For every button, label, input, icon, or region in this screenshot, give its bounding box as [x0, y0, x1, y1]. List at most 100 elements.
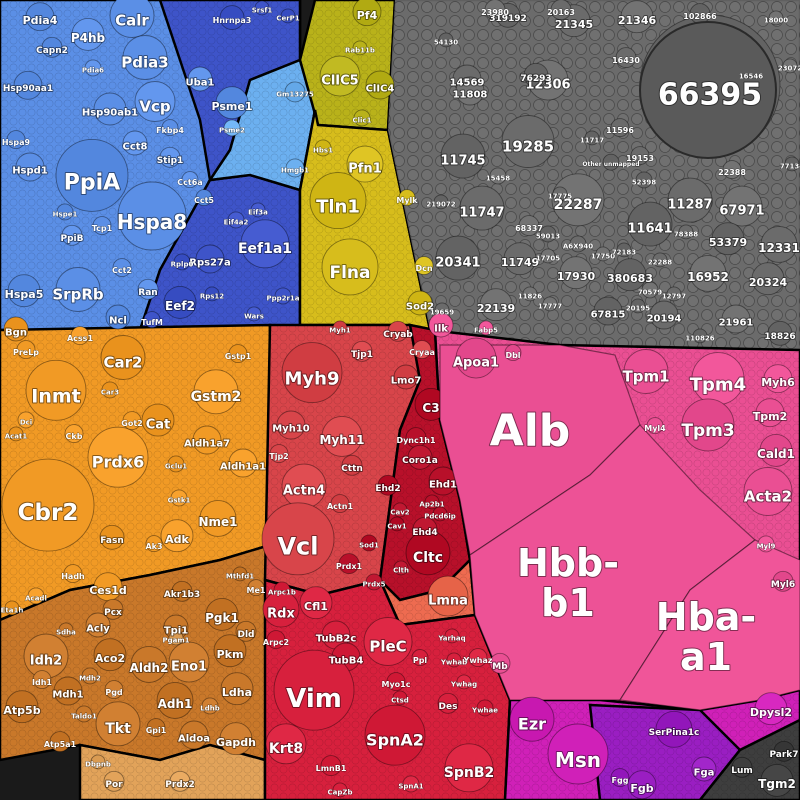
cell-acadl [27, 587, 45, 605]
label-tjp2: Tjp2 [269, 452, 289, 461]
label-hspa5: Hspa5 [5, 288, 44, 301]
cell-spnb2 [444, 743, 494, 793]
cell-gpi1 [146, 718, 166, 738]
cell-serpina1c [655, 710, 693, 748]
label-msn: Msn [555, 748, 601, 772]
cell-park7 [773, 740, 795, 762]
cell-22139 [479, 288, 513, 322]
cell-rps12 [204, 286, 220, 302]
cell-ctsd [392, 690, 408, 706]
cell-pcx [102, 598, 124, 620]
label-11745: 11745 [440, 154, 485, 169]
cell-prdx5 [365, 573, 383, 591]
cell-11826 [522, 286, 538, 302]
cell-hadh [63, 564, 83, 584]
label-srsf1: Srsf1 [252, 6, 273, 14]
label-psme2: Psme2 [219, 126, 245, 134]
cell-me1 [247, 579, 265, 597]
cell-car2 [100, 335, 146, 380]
cell-12331 [760, 225, 798, 263]
label-tjp1: Tjp1 [351, 350, 373, 360]
cell-rps27a [195, 244, 225, 274]
label-hnrnpa3: Hnrnpa3 [213, 16, 252, 25]
label-hba-a1: Hba-a1 [656, 595, 756, 679]
cell-20195 [630, 298, 646, 314]
label-17750: 17750 [591, 252, 615, 260]
cell-mb [489, 652, 511, 674]
cell-prdx2 [169, 770, 191, 792]
label-cryab: Cryab [383, 330, 413, 340]
label-15458: 15458 [486, 174, 510, 182]
label-19285: 19285 [502, 137, 554, 155]
label-myh11: Myh11 [319, 433, 364, 447]
cell-myl6 [772, 570, 794, 592]
cell-actn1 [330, 494, 350, 514]
label-59013: 59013 [536, 232, 560, 240]
label-stip1: Stip1 [157, 156, 184, 166]
cell-dbpnb [90, 754, 106, 770]
label-wars: Wars [244, 312, 264, 320]
cell-22388 [722, 160, 742, 180]
label-rplp0: Rplp0 [171, 260, 194, 268]
cell-msn [547, 723, 609, 785]
label-tcp1: Tcp1 [92, 224, 113, 233]
cell-gstm2 [193, 369, 239, 415]
cell-spna2 [364, 704, 426, 766]
cell-por [103, 770, 125, 792]
cell-adh1 [156, 681, 194, 719]
cell-cat [141, 403, 175, 437]
label-lmnb1: LmnB1 [316, 764, 347, 773]
label-pdia6: Pdia6 [82, 66, 104, 74]
cell-arpc2 [266, 630, 286, 650]
cell-11747 [459, 185, 505, 231]
cell-20194 [649, 300, 679, 330]
cell-myl4 [646, 417, 664, 435]
label-11641: 11641 [627, 222, 672, 237]
label-idh2: Idh2 [30, 654, 62, 669]
label-dbl: Dbl [505, 351, 520, 360]
cell-flna [321, 238, 379, 296]
cell-acss1 [70, 326, 90, 346]
cell-cct2 [112, 258, 132, 278]
label-arpc1b: Arpc1b [268, 588, 296, 596]
label-cerp1: CerP1 [276, 14, 299, 22]
cell-70579 [641, 281, 659, 299]
label-12797: 12797 [662, 292, 686, 300]
cell-pgk1 [205, 597, 239, 631]
cell-cald1 [759, 433, 793, 467]
cell-acly [85, 612, 111, 638]
label-serpina1c: SerPina1c [649, 728, 700, 738]
cell-ran [137, 278, 159, 300]
label-67815: 67815 [591, 310, 626, 321]
cell-tpm2 [755, 398, 785, 428]
label-myh1: Myh1 [329, 326, 351, 334]
label-prdx1: Prdx1 [336, 562, 363, 571]
label-pf4: Pf4 [357, 9, 378, 22]
cell-11287 [667, 177, 713, 223]
label-car3: Car3 [101, 388, 119, 396]
cell-prdx6 [87, 426, 149, 488]
cell-59013 [539, 225, 557, 243]
label-68337: 68337 [515, 224, 543, 233]
label-gpi1: Gpi1 [146, 726, 167, 735]
label-lmna: Lmna [428, 594, 468, 609]
label-hspe1: Hspe1 [53, 210, 78, 218]
label-cltc: Cltc [413, 550, 443, 566]
cell-lmo7 [393, 364, 419, 390]
label-11747: 11747 [459, 206, 504, 221]
label-20194: 20194 [647, 314, 682, 325]
label-11287: 11287 [667, 198, 712, 213]
cell-mdh2 [81, 667, 99, 685]
cell-ppp2r1a [274, 287, 292, 305]
cell-fkbp4 [161, 119, 179, 137]
label-hspd1: Hspd1 [12, 166, 48, 177]
cell-dcn [414, 256, 434, 276]
cell-pfn1 [346, 145, 384, 183]
cell-sod2 [407, 290, 433, 316]
label-myl6: Myl6 [771, 580, 795, 590]
label-ilk: Ilk [434, 324, 448, 335]
cell-fgg [610, 768, 630, 788]
label-17775: 17775 [548, 192, 572, 200]
cell-acat1 [8, 426, 24, 442]
